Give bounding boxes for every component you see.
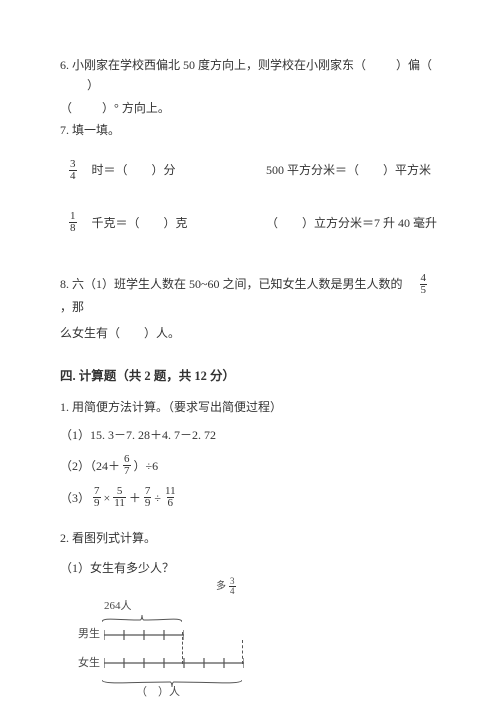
frac-1-8: 1 8 — [69, 211, 77, 235]
girls-label: 女生 — [68, 654, 104, 673]
q7-r1a-text: 时＝（ ）分 — [80, 160, 176, 180]
frac-den: 9 — [93, 497, 101, 510]
calc-3: （3） 7 9 × 5 11 ＋ 7 9 ÷ 11 6 — [60, 486, 445, 510]
q7-title: 7. 填一填。 — [60, 120, 445, 140]
frac-num: 1 — [69, 211, 77, 223]
q8-text-b: ，那 — [60, 300, 84, 314]
calc-3-a: （3） — [60, 488, 90, 508]
q8-line2: 么女生有（ ）人。 — [60, 323, 445, 343]
frac-num: 4 — [420, 273, 428, 285]
page: 6. 小刚家在学校西偏北 50 度方向上，则学校在小刚家东（ ）偏（ ） （ ）… — [0, 0, 500, 701]
diagram-top-label: 264人 — [104, 597, 445, 616]
calc-3-m2: ＋ — [129, 488, 141, 508]
frac-den: 4 — [69, 170, 77, 183]
frac-5-11: 5 11 — [113, 486, 126, 510]
frac-3-4-d: 3 4 — [229, 577, 236, 597]
tape-diagram: 264人 男生 女生 多 3 4 — [68, 597, 445, 702]
q8-line1: 8. 六（1）班学生人数在 50~60 之间，已知女生人数是男生人数的 4 5 … — [60, 273, 445, 317]
q6-line1: 6. 小刚家在学校西偏北 50 度方向上，则学校在小刚家东（ ）偏（ ） — [60, 55, 445, 96]
frac-num: 5 — [116, 486, 124, 498]
frac-den: 9 — [144, 497, 152, 510]
frac-num: 11 — [164, 486, 177, 498]
calc-1-text: （1）15. 3－7. 28＋4. 7－2. 72 — [60, 425, 216, 445]
diagram-top-brace — [102, 615, 182, 623]
q8-text-a: 8. 六（1）班学生人数在 50~60 之间，已知女生人数是男生人数的 — [60, 277, 403, 291]
calc-3-m1: × — [104, 488, 111, 508]
q7-r2b-text: （ ）立方分米＝7 升 40 毫升 — [266, 213, 437, 233]
q6-mid1: ）偏（ — [396, 58, 432, 72]
spacer — [60, 235, 445, 255]
calc-2-a: （2）（24＋ — [60, 456, 120, 476]
q6-mid2: ） — [87, 78, 99, 92]
calc-2: （2）（24＋ 6 7 ）÷6 — [60, 454, 445, 478]
more-fraction-label: 多 3 4 — [216, 577, 239, 597]
frac-num: 6 — [123, 454, 131, 466]
q6-l2b: ）° 方向上。 — [102, 101, 170, 115]
q6-l2-blank — [75, 98, 99, 118]
calc-3-m3: ÷ — [154, 488, 161, 508]
q7-r1-b: 500 平方分米＝（ ）平方米 — [266, 159, 431, 183]
frac-11-6: 11 6 — [164, 486, 177, 510]
q7-r1b-text: 500 平方分米＝（ ）平方米 — [266, 160, 431, 180]
q7-r2a-text: 千克＝（ ）克 — [80, 213, 188, 233]
more-text: 多 — [216, 578, 226, 595]
girls-segment-line — [104, 656, 244, 670]
boys-label: 男生 — [68, 625, 104, 644]
q7-row2: 1 8 千克＝（ ）克 （ ）立方分米＝7 升 40 毫升 — [66, 211, 445, 235]
q7-r2-a: 1 8 千克＝（ ）克 — [66, 211, 266, 235]
frac-num: 7 — [144, 486, 152, 498]
q6-line2: （ ）° 方向上。 — [60, 98, 445, 118]
diagram-boys-row: 男生 — [68, 625, 445, 644]
frac-4-5: 4 5 — [420, 273, 428, 297]
frac-den: 6 — [167, 497, 175, 510]
q6-blank2 — [60, 75, 84, 95]
diagram-bottom-brace — [102, 675, 222, 683]
section4-title: 四. 计算题（共 2 题，共 12 分） — [60, 366, 445, 387]
q7-r1-a: 3 4 时＝（ ）分 — [66, 159, 266, 183]
frac-7-9-a: 7 9 — [93, 486, 101, 510]
frac-den: 5 — [420, 284, 428, 297]
q7-row1: 3 4 时＝（ ）分 500 平方分米＝（ ）平方米 — [66, 159, 445, 183]
brace-icon — [102, 615, 182, 623]
frac-num: 3 — [229, 577, 236, 586]
boys-segment-line — [104, 628, 184, 642]
q7-r2-b: （ ）立方分米＝7 升 40 毫升 — [266, 211, 437, 235]
q6-blank1 — [369, 55, 393, 75]
diagram-girls-row: 女生 多 3 4 — [68, 654, 445, 673]
frac-num: 3 — [69, 159, 77, 171]
s4-q2-sub: （1）女生有多少人？ — [60, 558, 445, 578]
frac-7-9-b: 7 9 — [144, 486, 152, 510]
frac-6-7: 6 7 — [123, 454, 131, 478]
frac-den: 11 — [113, 497, 126, 510]
frac-3-4: 3 4 — [69, 159, 77, 183]
q6-l2a: （ — [60, 101, 72, 115]
calc-1: （1）15. 3－7. 28＋4. 7－2. 72 — [60, 425, 445, 445]
s4-q1-title: 1. 用简便方法计算。（要求写出简便过程） — [60, 397, 445, 417]
frac-den: 8 — [69, 222, 77, 235]
s4-q2-title: 2. 看图列式计算。 — [60, 528, 445, 548]
frac-den: 7 — [123, 465, 131, 478]
q6-text-a: 6. 小刚家在学校西偏北 50 度方向上，则学校在小刚家东（ — [60, 58, 366, 72]
frac-num: 7 — [93, 486, 101, 498]
calc-2-b: ）÷6 — [134, 456, 159, 476]
frac-den: 4 — [229, 586, 236, 596]
